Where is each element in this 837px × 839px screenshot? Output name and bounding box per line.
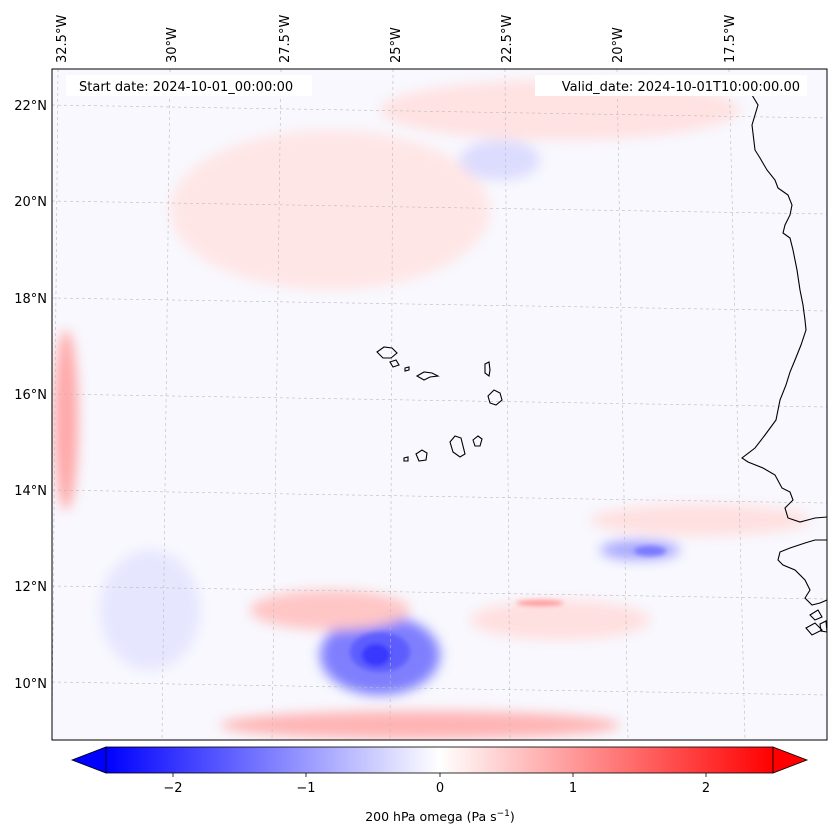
latitude-labels: 22°N 20°N 18°N 16°N 14°N 12°N 10°N (14, 99, 47, 692)
colorbar-ticks (172, 773, 707, 777)
colorbar-tick-label: −2 (163, 781, 182, 796)
colorbar-extend-max (772, 746, 809, 774)
valid-date-annotation: Valid_date: 2024-10-01T10:00:00.00 (535, 75, 807, 96)
coastline-layer (741, 94, 827, 636)
lon-label: 27.5°W (278, 15, 293, 63)
gridline-lon-25w (389, 69, 394, 740)
longitude-labels: 32.5°W 30°W 27.5°W 25°W 22.5°W 20°W 17.5… (55, 15, 738, 63)
colorbar-tick-label: 2 (702, 781, 710, 796)
omega-subsidence-band-south (220, 711, 620, 739)
island-santa-luzia (404, 366, 410, 372)
gridline-lon-17-5w (728, 69, 746, 740)
lat-label: 20°N (14, 195, 47, 210)
omega-subsidence-northwest (170, 130, 490, 290)
island-boa-vista (487, 389, 503, 406)
omega-subsidence-east (590, 504, 810, 536)
gridline-lon-32-5w (52, 69, 59, 740)
coastline-west-africa (741, 94, 827, 523)
lat-label: 22°N (14, 99, 47, 114)
island-brava (403, 456, 409, 462)
lon-label: 20°W (611, 27, 626, 63)
map-frame (51, 68, 828, 741)
coastline-island-bijagos-2 (805, 622, 823, 636)
island-santiago (449, 435, 466, 458)
colorbar-tick-label: 1 (569, 781, 577, 796)
lat-label: 16°N (14, 388, 47, 403)
omega-subsidence-west-edge (54, 330, 78, 510)
lon-label: 32.5°W (55, 15, 70, 63)
lat-label: 18°N (14, 292, 47, 307)
map-panel: Start date: 2024-10-01_00:00:00 Valid_da… (51, 68, 828, 741)
island-fogo (415, 449, 428, 462)
lat-label: 10°N (14, 677, 47, 692)
island-maio (472, 435, 483, 447)
colorbar-label-exponent: −1 (497, 809, 510, 819)
lat-label: 12°N (14, 580, 47, 595)
start-date-annotation: Start date: 2024-10-01_00:00:00 (66, 75, 312, 96)
omega-subsidence-streak (516, 600, 564, 606)
omega-ascent-northeast (460, 140, 540, 180)
lat-label: 14°N (14, 484, 47, 499)
omega-ascent-streak-east (634, 546, 666, 556)
start-date-text: Start date: 2024-10-01_00:00:00 (79, 80, 293, 95)
colorbar-gradient (105, 746, 774, 774)
omega-subsidence-south-rim (250, 590, 410, 630)
lon-label: 22.5°W (500, 15, 515, 63)
gridline-lon-30w (161, 69, 171, 740)
coastline-island-bijagos-1 (809, 609, 823, 621)
coastline-island-bijagos-3 (819, 620, 827, 633)
colorbar-label-main: 200 hPa omega (Pa s (365, 809, 496, 824)
lon-label: 30°W (165, 27, 180, 63)
valid-date-box (535, 75, 807, 96)
colorbar-tick-label: 0 (436, 781, 444, 796)
omega-subsidence-southeast (470, 600, 650, 640)
colorbar-tick-labels: −2 −1 0 1 2 (163, 781, 710, 796)
cape-verde-islands (376, 346, 503, 462)
coastline-bissau-guinea (777, 539, 827, 606)
gridline-lon-22-5w (504, 69, 511, 740)
gridline-lon-27-5w (271, 69, 282, 740)
lon-label: 25°W (389, 27, 404, 63)
gridline-lon-20w (616, 69, 629, 740)
island-sao-nicolau (415, 371, 440, 381)
colorbar-tick-label: −1 (296, 781, 315, 796)
map-gridlines (52, 69, 827, 740)
omega-field (54, 80, 810, 739)
colorbar: −2 −1 0 1 2 200 hPa omega (Pa s−1) (70, 746, 809, 824)
colorbar-label: 200 hPa omega (Pa s−1) (365, 809, 515, 824)
island-santo-antao (376, 346, 398, 359)
colorbar-extend-min (70, 746, 107, 774)
lon-label: 17.5°W (723, 15, 738, 63)
start-date-box (66, 75, 312, 96)
island-sal (484, 361, 491, 377)
island-sao-vicente (389, 359, 400, 368)
colorbar-label-close: ) (510, 809, 515, 824)
valid-date-text: Valid_date: 2024-10-01T10:00:00.00 (562, 80, 800, 95)
omega-core-ring (350, 632, 410, 672)
omega-ascent-southwest (100, 550, 200, 670)
